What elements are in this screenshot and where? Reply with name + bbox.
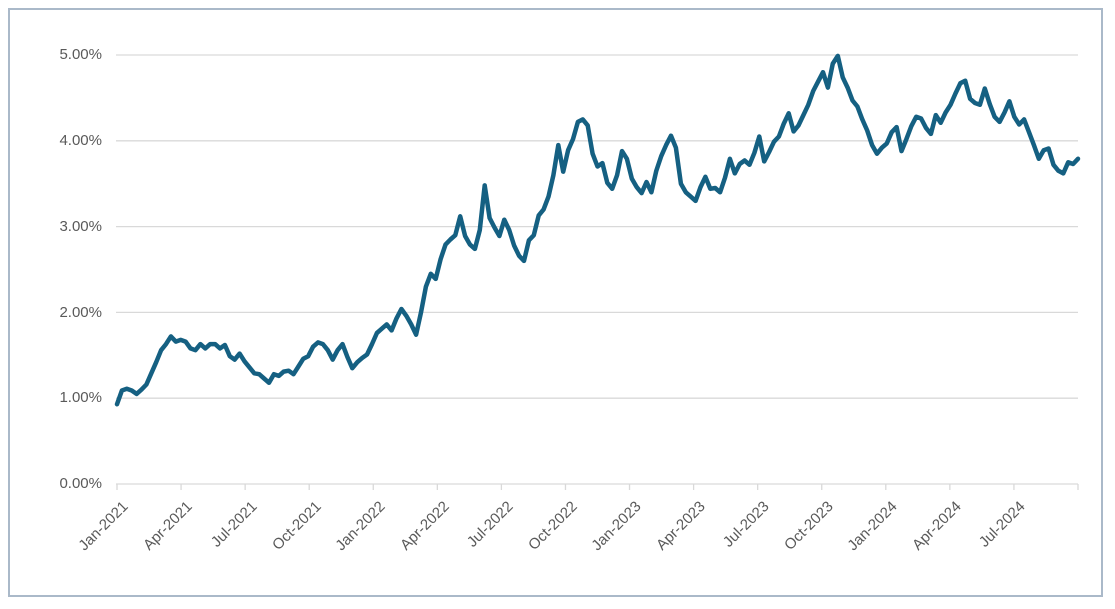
chart-frame-border <box>8 8 1103 597</box>
